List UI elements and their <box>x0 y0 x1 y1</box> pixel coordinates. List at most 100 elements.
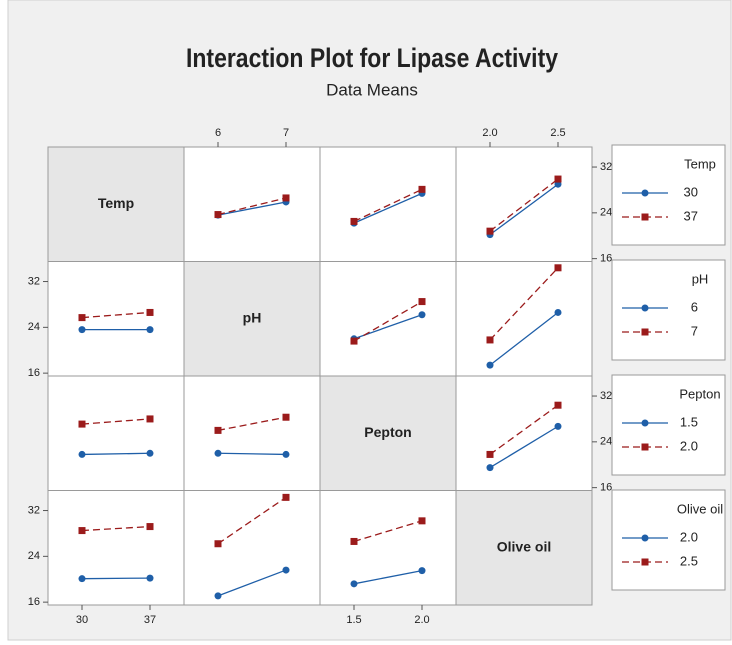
marker <box>641 213 649 221</box>
interaction-line <box>353 301 423 342</box>
factor-label: Temp <box>98 195 134 211</box>
legend-title: pH <box>692 271 709 286</box>
interaction-line <box>81 452 151 456</box>
diagonal-cell <box>319 375 457 491</box>
y-tick-label: 24 <box>28 550 40 562</box>
panel <box>319 261 457 377</box>
marker <box>214 592 222 600</box>
x-tick-label: 2.5 <box>550 127 565 139</box>
x-tick-label: 2.0 <box>414 614 429 626</box>
y-tick-label: 16 <box>600 253 612 265</box>
legend-label: 1.5 <box>680 414 698 429</box>
chart-subtitle: Data Means <box>326 80 418 99</box>
panel <box>47 490 185 606</box>
panel <box>455 375 593 491</box>
legend-box <box>611 374 726 476</box>
y-tick-label: 16 <box>600 482 612 494</box>
marker <box>282 566 290 574</box>
marker <box>350 537 358 545</box>
diagonal-cell <box>47 146 185 262</box>
marker <box>486 464 494 472</box>
marker <box>641 189 649 197</box>
x-tick-label: 37 <box>144 614 156 626</box>
y-tick-label: 24 <box>28 321 40 333</box>
marker <box>282 450 290 458</box>
y-tick-label: 24 <box>600 436 612 448</box>
legend-label: 37 <box>684 208 698 223</box>
interaction-line <box>217 496 287 545</box>
marker <box>146 523 154 531</box>
marker <box>486 227 494 235</box>
marker <box>214 540 222 548</box>
interaction-line <box>353 520 423 543</box>
panel <box>47 375 185 491</box>
marker <box>554 175 562 183</box>
legend-label: 2.0 <box>680 438 698 453</box>
marker <box>78 527 86 535</box>
marker <box>350 217 358 225</box>
legend-title: Olive oil <box>677 501 723 516</box>
interaction-line <box>489 404 559 455</box>
marker <box>78 420 86 428</box>
marker <box>146 574 154 582</box>
interaction-line <box>217 201 287 216</box>
marker <box>350 337 358 345</box>
interaction-line <box>353 192 423 224</box>
marker <box>418 298 426 306</box>
factor-label: Pepton <box>364 424 411 440</box>
interaction-line <box>353 570 423 585</box>
diagonal-cell <box>455 490 593 606</box>
marker <box>641 534 649 542</box>
legend-box <box>611 489 726 591</box>
x-tick-label: 2.0 <box>482 127 497 139</box>
interaction-line <box>217 452 287 456</box>
panel <box>455 146 593 262</box>
interaction-line <box>81 525 151 532</box>
x-tick-label: 7 <box>283 127 289 139</box>
marker <box>146 415 154 423</box>
y-tick-label: 32 <box>600 161 612 173</box>
marker <box>641 328 649 336</box>
marker <box>78 575 86 583</box>
interaction-line <box>489 267 559 341</box>
marker <box>350 580 358 588</box>
interaction-line <box>489 178 559 232</box>
marker <box>641 419 649 427</box>
chart-title: Interaction Plot for Lipase Activity <box>186 43 558 73</box>
marker <box>554 422 562 430</box>
interaction-line <box>489 311 559 366</box>
marker <box>214 426 222 434</box>
marker <box>78 314 86 322</box>
marker <box>486 336 494 344</box>
legend-label: 7 <box>691 323 698 338</box>
marker <box>554 308 562 316</box>
marker <box>78 326 86 334</box>
interaction-line <box>217 197 287 216</box>
y-tick-label: 32 <box>600 390 612 402</box>
marker <box>214 449 222 457</box>
interaction-line <box>217 569 287 597</box>
marker <box>641 304 649 312</box>
interaction-line <box>81 311 151 319</box>
marker <box>554 264 562 272</box>
marker <box>554 401 562 409</box>
y-tick-label: 32 <box>28 275 40 287</box>
legend-label: 30 <box>684 184 698 199</box>
marker <box>418 185 426 193</box>
legend-label: 2.0 <box>680 529 698 544</box>
panel <box>455 261 593 377</box>
interaction-line <box>489 183 559 236</box>
marker <box>146 449 154 457</box>
marker <box>146 326 154 334</box>
x-tick-label: 30 <box>76 614 88 626</box>
panel <box>183 490 321 606</box>
marker <box>282 493 290 501</box>
y-tick-label: 16 <box>28 596 40 608</box>
panel <box>183 375 321 491</box>
marker <box>641 443 649 451</box>
interaction-line <box>81 577 151 580</box>
legend-box <box>611 259 726 361</box>
